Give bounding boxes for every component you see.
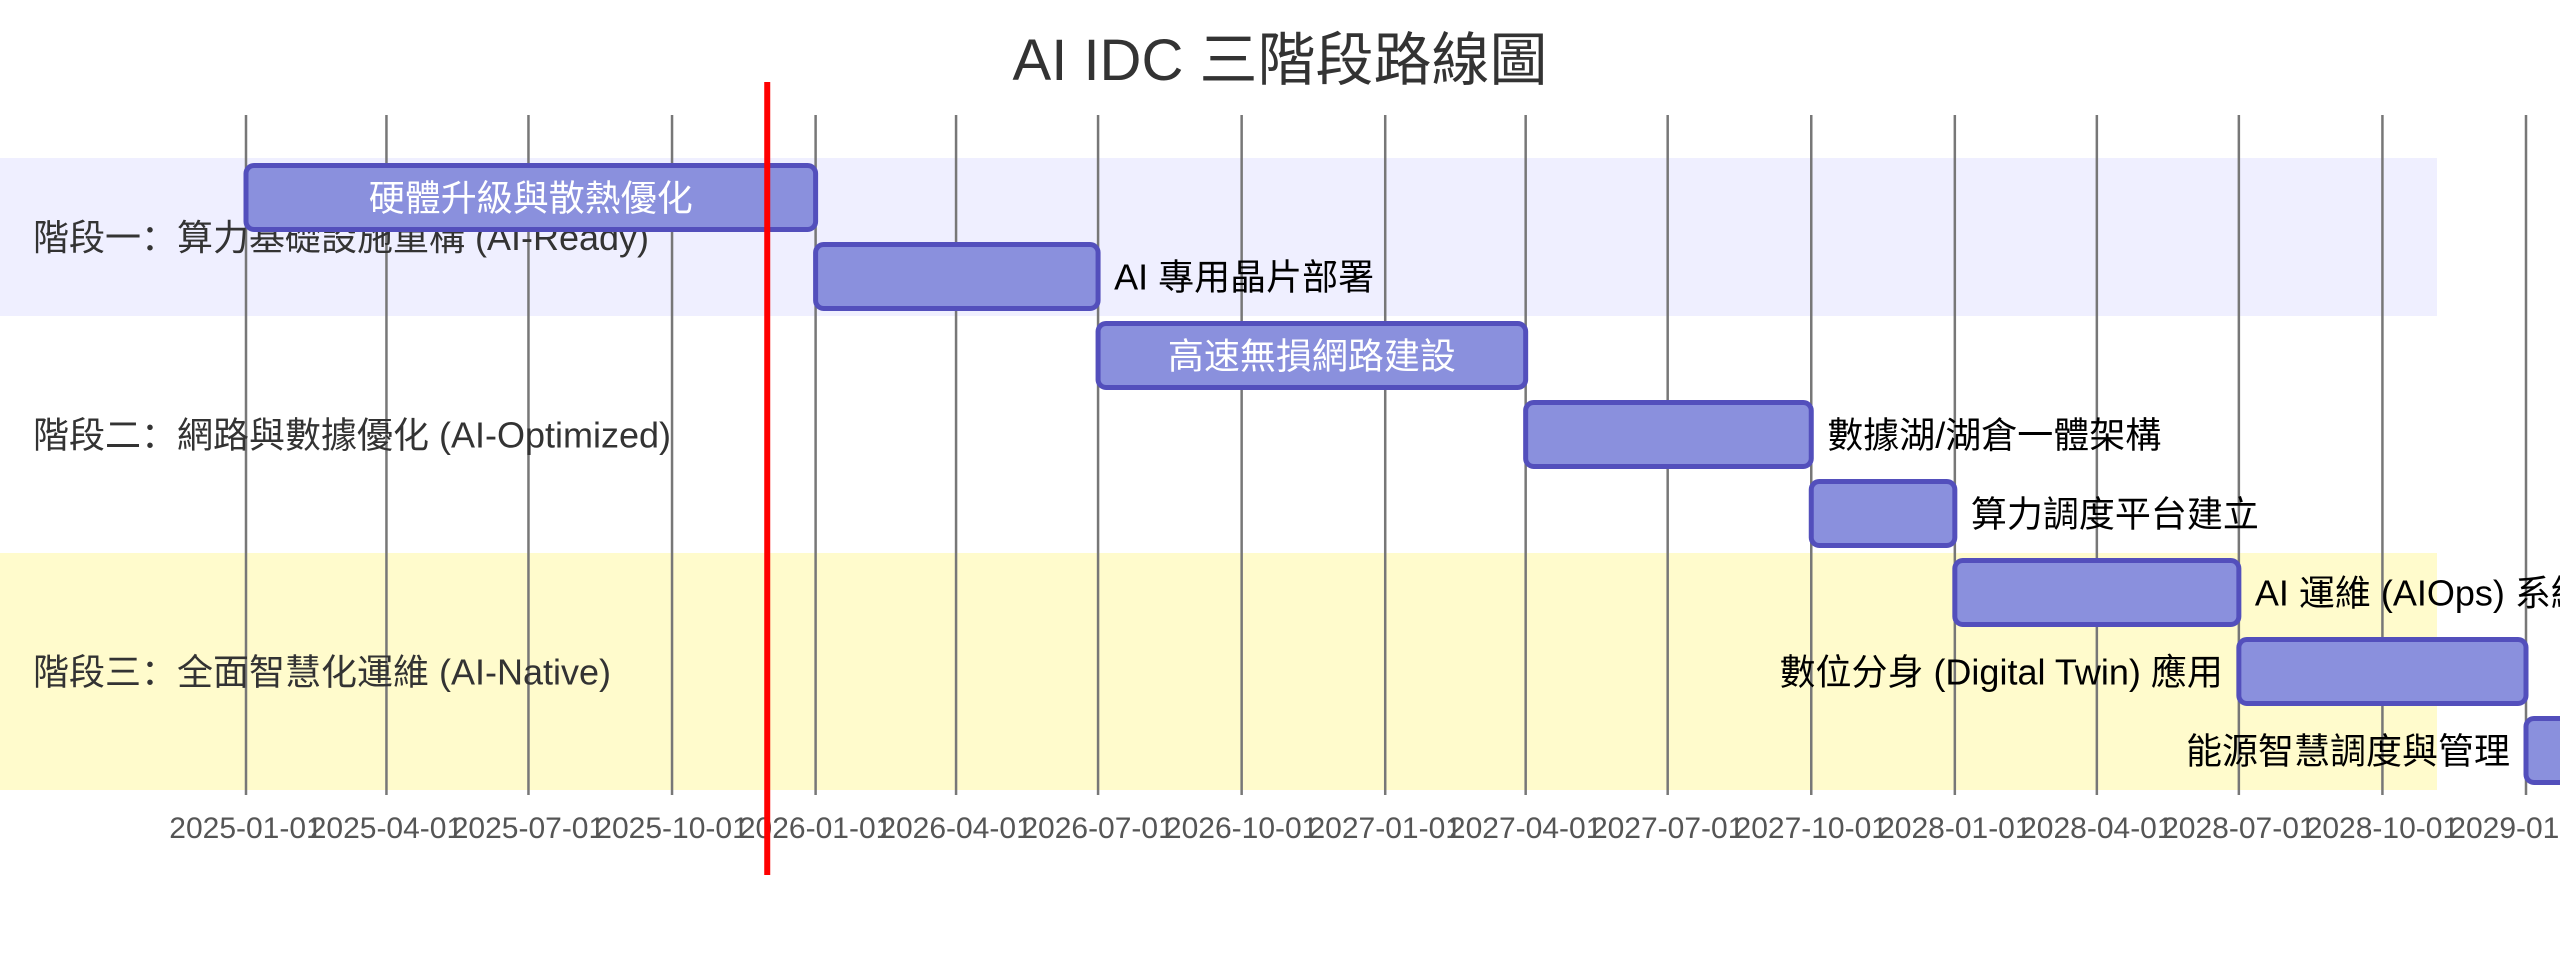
section-label: 階段二：網路與數據優化 (AI-Optimized) [33, 415, 671, 456]
x-axis: 2025-01-012025-04-012025-07-012025-10-01… [169, 812, 2560, 845]
tick-label: 2028-04-01 [2020, 812, 2173, 845]
task-bar [1523, 400, 1814, 469]
task-label: AI 專用晶片部署 [1114, 257, 1374, 298]
tick-label: 2028-07-01 [2162, 812, 2315, 845]
task-label: 數據湖/湖倉一體架構 [1827, 415, 2161, 456]
tick-label: 2027-10-01 [1735, 812, 1888, 845]
tick-label: 2029-01-01 [2449, 812, 2560, 845]
task-label: 硬體升級與散熱優化 [369, 178, 693, 219]
tick-label: 2028-10-01 [2306, 812, 2459, 845]
task-bar [2523, 716, 2560, 785]
tick-label: 2027-04-01 [1449, 812, 1602, 845]
tick-label: 2026-10-01 [1165, 812, 1318, 845]
task-labels: 硬體升級與散熱優化 AI 專用晶片部署高速無損網路建設數據湖/湖倉一體架構算力調度… [369, 178, 2560, 772]
tick-label: 2027-07-01 [1591, 812, 1744, 845]
tick-label: 2027-01-01 [1308, 812, 1461, 845]
task-label: 數位分身 (Digital Twin) 應用 [1779, 652, 2222, 693]
tick-label: 2025-07-01 [452, 812, 605, 845]
task-label: 高速無損網路建設 [1168, 336, 1456, 377]
task-label: AI 運維 (AIOps) 系統導入 [2255, 573, 2560, 614]
chart-title: AI IDC 三階段路線圖 [1013, 28, 1548, 93]
task-bar [2236, 637, 2529, 706]
task-bar [243, 163, 819, 232]
tick-label: 2025-10-01 [595, 812, 748, 845]
task-bar [1952, 558, 2242, 627]
task-bar [1095, 321, 1529, 390]
tick-label: 2026-01-01 [739, 812, 892, 845]
task-bar [1808, 479, 1958, 548]
task-label: 算力調度平台建立 [1971, 494, 2259, 535]
task-bar [813, 242, 1101, 311]
tick-label: 2026-07-01 [1021, 812, 1174, 845]
task-bars [243, 163, 2560, 785]
tick-label: 2028-01-01 [1878, 812, 2031, 845]
tick-label: 2026-04-01 [879, 812, 1032, 845]
tick-label: 2025-04-01 [310, 812, 463, 845]
task-label: 能源智慧調度與管理 [2186, 731, 2510, 772]
section-label: 階段三：全面智慧化運維 (AI-Native) [33, 652, 611, 693]
section-labels: 階段一：算力基礎設施重構 (AI-Ready)階段二：網路與數據優化 (AI-O… [33, 217, 671, 693]
tick-label: 2025-01-01 [169, 812, 322, 845]
